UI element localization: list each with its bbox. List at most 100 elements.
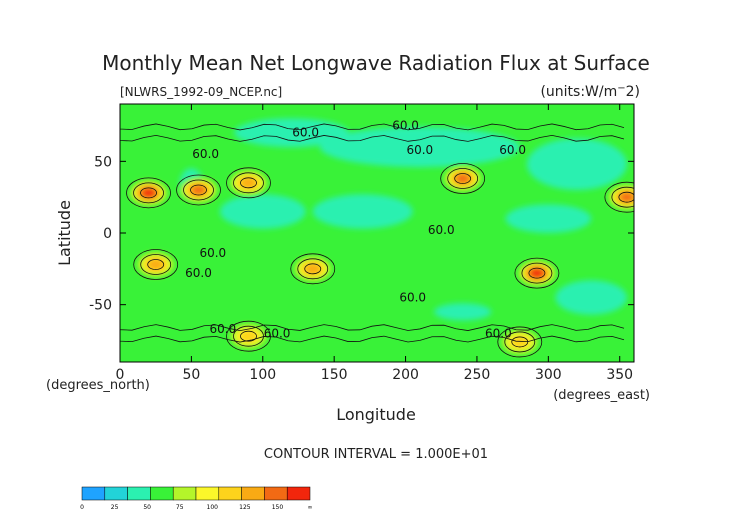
contour-label: 60.0 bbox=[499, 143, 526, 157]
y-unit-label: (degrees_north) bbox=[46, 378, 150, 393]
contour-line bbox=[133, 182, 164, 204]
x-tick-label: 50 bbox=[182, 367, 200, 383]
source-label: [NLWRS_1992-09_NCEP.nc] bbox=[120, 85, 282, 99]
contour-line bbox=[120, 324, 625, 332]
colorbar-label: 0 bbox=[80, 504, 84, 511]
contour-line bbox=[147, 259, 165, 270]
hotspot bbox=[608, 185, 634, 210]
contour-line bbox=[120, 335, 625, 343]
colorbar-swatch bbox=[264, 486, 288, 501]
contour-line bbox=[120, 123, 625, 131]
contour-label: 60.0 bbox=[428, 223, 455, 237]
colorbar-swatch bbox=[81, 486, 106, 501]
colorbar-swatch bbox=[218, 486, 242, 501]
contour-line bbox=[604, 181, 634, 213]
cool-region bbox=[219, 194, 306, 229]
contour-label: 60.0 bbox=[406, 143, 433, 157]
x-unit-label: (degrees_east) bbox=[553, 388, 650, 403]
contour-line bbox=[304, 263, 322, 275]
colorbar-label: 75 bbox=[176, 504, 184, 511]
x-tick-label: 350 bbox=[606, 367, 633, 383]
colorbar-swatch bbox=[104, 486, 128, 501]
x-tick-label: 300 bbox=[535, 367, 562, 383]
contour-line bbox=[440, 163, 486, 194]
colorbar-swatch bbox=[172, 486, 197, 501]
units-label: (units:W/m−2) bbox=[540, 83, 640, 101]
contour-line bbox=[140, 187, 157, 199]
x-tick-label: 250 bbox=[464, 367, 491, 383]
contour-line bbox=[504, 331, 536, 353]
colorbar-label: 25 bbox=[111, 504, 119, 511]
chart-title: Monthly Mean Net Longwave Radiation Flux… bbox=[102, 51, 650, 75]
contour-line bbox=[297, 258, 329, 280]
colorbar-swatch bbox=[286, 486, 311, 501]
contour-label: 60.0 bbox=[292, 126, 319, 140]
x-axis: 0 50 100 150 200 250 300 350 bbox=[116, 104, 633, 383]
x-tick-label: 100 bbox=[249, 367, 276, 383]
contour-line bbox=[226, 167, 271, 199]
contour-line bbox=[240, 177, 257, 189]
cool-region bbox=[555, 280, 627, 315]
colorbar-swatch bbox=[150, 486, 174, 501]
y-tick-label: -50 bbox=[89, 298, 112, 314]
colorbar-label: 100 bbox=[207, 504, 219, 511]
contour-label: 60.0 bbox=[264, 326, 291, 340]
x-axis-label: Longitude bbox=[336, 405, 416, 424]
cool-region bbox=[312, 194, 413, 229]
cool-region bbox=[319, 126, 520, 168]
contour-line bbox=[226, 320, 271, 352]
contour-line bbox=[611, 186, 634, 208]
contour-line bbox=[454, 173, 472, 184]
colorbar-label: ∞ bbox=[308, 504, 313, 511]
contour-line bbox=[233, 172, 264, 194]
contour-line bbox=[240, 330, 257, 342]
contour-line bbox=[120, 134, 625, 142]
contour-label: 60.0 bbox=[485, 326, 512, 340]
x-tick-label: 150 bbox=[321, 367, 348, 383]
contour-line bbox=[521, 262, 553, 284]
contour-line bbox=[618, 191, 634, 203]
y-axis: 50 0 -50 bbox=[89, 154, 634, 314]
contour-line bbox=[290, 253, 336, 285]
contour-label: 60.0 bbox=[209, 322, 236, 336]
contour-line bbox=[528, 267, 546, 279]
hotspot bbox=[230, 170, 267, 195]
hotspot bbox=[294, 256, 331, 281]
contour-line bbox=[190, 184, 207, 196]
colorbar-label: 50 bbox=[143, 504, 151, 511]
contour-line bbox=[447, 168, 479, 189]
contour-line bbox=[126, 177, 171, 209]
contour-line bbox=[133, 249, 179, 280]
cool-region bbox=[434, 303, 492, 321]
colorbar-label: 150 bbox=[272, 504, 284, 511]
colorbar-swatch bbox=[241, 486, 265, 501]
hotspot bbox=[180, 178, 217, 202]
colorbar-swatch bbox=[127, 486, 151, 501]
hotspot bbox=[137, 252, 174, 277]
y-tick-label: 0 bbox=[103, 226, 112, 242]
contour-label: 60.0 bbox=[199, 246, 226, 260]
contour-line bbox=[176, 174, 221, 206]
y-axis-label: Latitude bbox=[55, 200, 74, 266]
cool-region bbox=[505, 204, 592, 234]
colorbar: 0 25 50 75 100 125 150 ∞ bbox=[80, 486, 313, 511]
hotspot bbox=[501, 329, 538, 354]
contour-label: 60.0 bbox=[392, 119, 419, 133]
cool-region bbox=[234, 118, 349, 147]
x-tick-label: 200 bbox=[392, 367, 419, 383]
contour-line bbox=[183, 179, 214, 201]
hotspot bbox=[518, 261, 555, 286]
cool-region bbox=[526, 138, 627, 190]
contour-label: 60.0 bbox=[192, 147, 219, 161]
y-tick-label: 50 bbox=[94, 154, 112, 170]
colorbar-label: 125 bbox=[239, 504, 251, 511]
contour-line bbox=[497, 326, 543, 358]
colorbar-swatch bbox=[195, 486, 220, 501]
contour-label: 60.0 bbox=[185, 266, 212, 280]
heatmap-field bbox=[120, 104, 634, 362]
contour-line bbox=[514, 257, 560, 289]
x-tick-label: 0 bbox=[116, 367, 125, 383]
contour-line bbox=[140, 254, 172, 275]
hotspot bbox=[130, 180, 167, 205]
